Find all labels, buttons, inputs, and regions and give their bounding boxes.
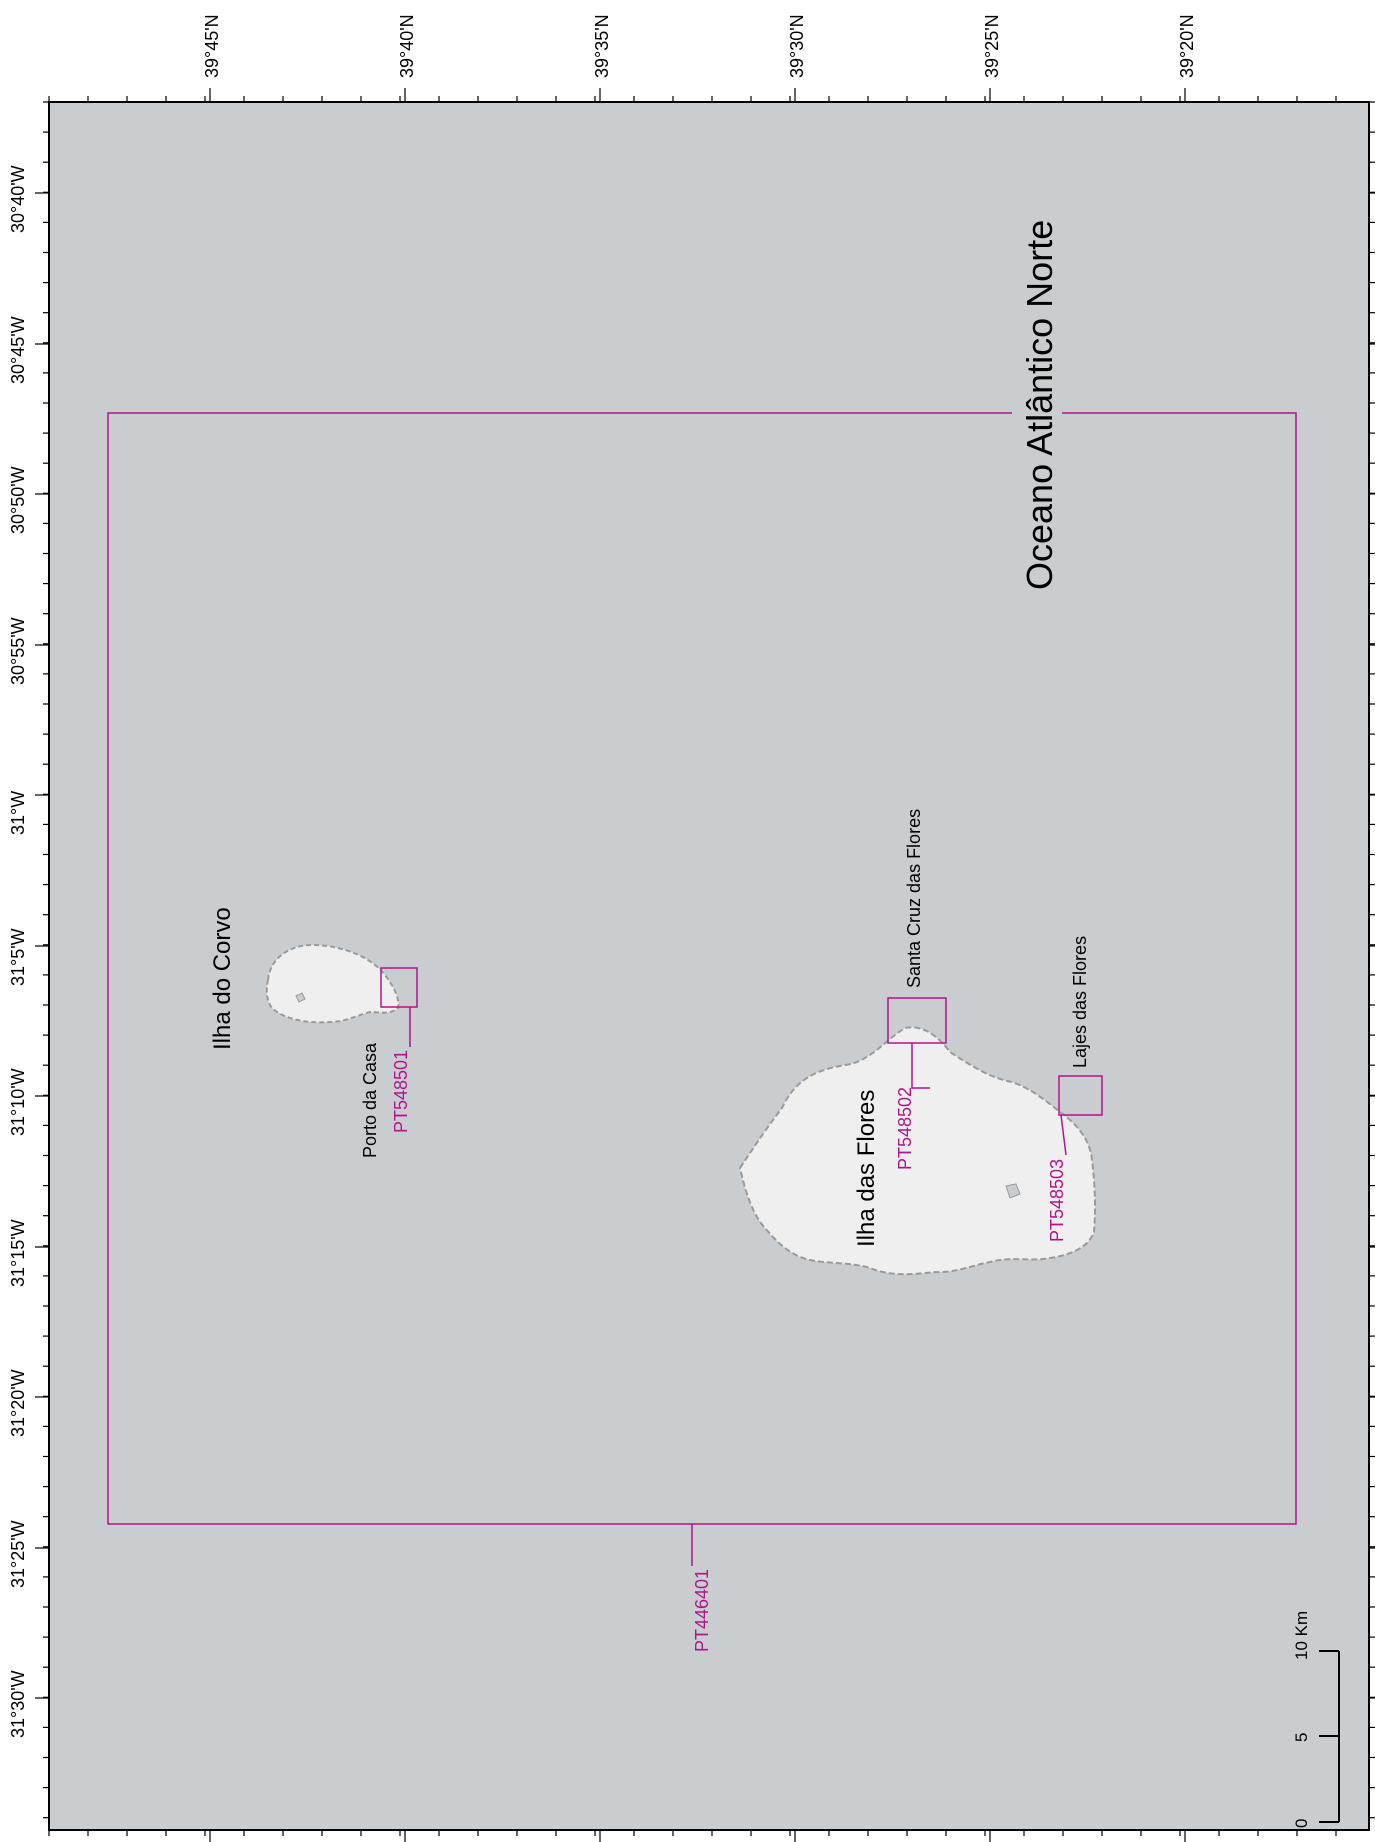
flores-island xyxy=(738,1026,1097,1276)
sea-area xyxy=(48,101,1370,1831)
latitude-labels: 39°45'N 39°40'N 39°35'N 39°30'N 39°25'N 39°20… xyxy=(202,14,1197,78)
longitude-label: 31°20'W xyxy=(8,1369,28,1437)
scale-tick-5: 5 xyxy=(1292,1733,1311,1742)
longitude-label: 30°55'W xyxy=(8,617,28,685)
latitude-label: 39°30'N xyxy=(787,14,807,78)
longitude-label: 31°25'W xyxy=(8,1520,28,1588)
frame-ticks xyxy=(35,88,1375,1842)
longitude-label: 31°30'W xyxy=(8,1670,28,1738)
code-pt548502[interactable]: PT548502 xyxy=(895,1087,915,1170)
longitude-label: 30°50'W xyxy=(8,466,28,534)
corvo-crater xyxy=(295,992,306,1003)
latitude-label: 39°35'N xyxy=(592,14,612,78)
flores-label: Ilha das Flores xyxy=(853,1090,880,1247)
code-pt548501[interactable]: PT548501 xyxy=(391,1050,411,1133)
scale-bar xyxy=(1319,1650,1340,1823)
longitude-labels: 30°40'W 30°45'W 30°50'W 30°55'W 31°W 31°5'W 31… xyxy=(8,165,28,1738)
zone-pt446401[interactable] xyxy=(107,412,1297,1525)
scale-tick-0: 0 xyxy=(1292,1819,1311,1828)
longitude-label: 31°10'W xyxy=(8,1068,28,1136)
ocean-label-bg xyxy=(1012,395,1062,431)
longitude-label: 30°45'W xyxy=(8,316,28,384)
code-pt446401[interactable]: PT446401 xyxy=(692,1569,712,1652)
zone-pt548503[interactable] xyxy=(1058,1075,1103,1116)
latitude-label: 39°40'N xyxy=(397,14,417,78)
longitude-label: 31°W xyxy=(8,791,28,835)
code-pt548503[interactable]: PT548503 xyxy=(1047,1159,1067,1242)
porto-da-casa-label: Porto da Casa xyxy=(360,1042,380,1158)
flores-lagoon xyxy=(1005,1183,1021,1199)
latitude-label: 39°45'N xyxy=(202,14,222,78)
zone-pt548502[interactable] xyxy=(887,997,947,1044)
lajes-label: Lajes das Flores xyxy=(1070,936,1090,1068)
scale-tick-10: 10 Km xyxy=(1292,1611,1311,1660)
leader-pt548502 xyxy=(911,1043,930,1089)
longitude-label: 30°40'W xyxy=(8,165,28,233)
latitude-label: 39°20'N xyxy=(1177,14,1197,78)
corvo-island xyxy=(265,943,400,1024)
ocean-label: Oceano Atlântico Norte xyxy=(1019,220,1060,590)
leader-pt548503 xyxy=(1060,1114,1067,1156)
zone-pt548501[interactable] xyxy=(380,967,418,1008)
longitude-label: 31°15'W xyxy=(8,1219,28,1287)
santa-cruz-label: Santa Cruz das Flores xyxy=(904,809,924,988)
longitude-label: 31°5'W xyxy=(8,928,28,986)
latitude-label: 39°25'N xyxy=(982,14,1002,78)
corvo-label: Ilha do Corvo xyxy=(209,907,236,1050)
